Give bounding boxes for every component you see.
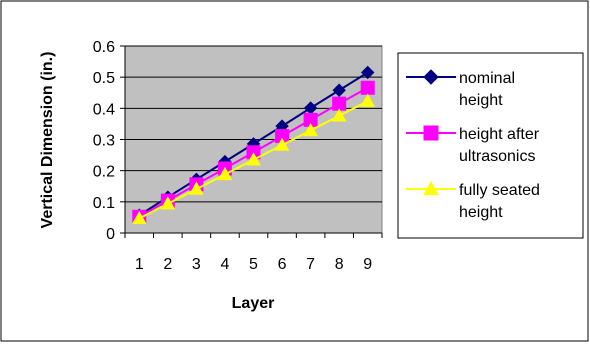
- data-point: [360, 93, 376, 107]
- legend: nominal height height after ultrasonics full…: [397, 52, 584, 239]
- x-tick-label: 3: [192, 256, 201, 273]
- data-point: [246, 152, 261, 166]
- data-point: [303, 122, 318, 137]
- x-tick-label: 2: [163, 256, 172, 273]
- data-point: [423, 69, 439, 85]
- data-point: [423, 180, 439, 196]
- data-point: [189, 181, 204, 195]
- y-axis-title: Vertical Dimension (in.): [39, 52, 56, 229]
- data-point: [160, 196, 176, 210]
- data-point: [332, 96, 347, 111]
- legend-box: [397, 52, 584, 239]
- y-tick-label: 0.6: [93, 39, 115, 56]
- data-point: [361, 65, 375, 80]
- y-axis-ticks: 0 0.1 0.2 0.3 0.4 0.5 0.6: [93, 39, 126, 243]
- legend-entry: fully seated height: [406, 180, 540, 221]
- data-point: [331, 108, 347, 122]
- x-tick-label: 8: [335, 256, 344, 273]
- y-tick-label: 0.4: [93, 101, 115, 118]
- data-point: [360, 80, 375, 95]
- x-tick-label: 1: [135, 256, 144, 273]
- data-point: [423, 125, 439, 141]
- legend-label: nominal height: [459, 70, 515, 109]
- data-point: [217, 166, 233, 181]
- y-tick-label: 0: [106, 226, 115, 243]
- x-tick-label: 4: [220, 256, 229, 273]
- x-tick-label: 6: [278, 256, 287, 273]
- x-tick-label: 9: [363, 256, 372, 273]
- data-point: [274, 137, 290, 151]
- y-tick-label: 0.3: [93, 133, 115, 150]
- data-point: [332, 83, 346, 97]
- y-tick-label: 0.2: [93, 164, 115, 181]
- x-tick-label: 7: [306, 256, 315, 273]
- x-axis-title: Layer: [232, 295, 275, 312]
- legend-entry: height after ultrasonics: [406, 125, 540, 165]
- x-tick-label: 5: [249, 256, 258, 273]
- y-tick-label: 0.5: [93, 70, 115, 87]
- x-axis-ticks: 1 2 3 4 5 6 7 8 9: [124, 232, 383, 273]
- series-3: [131, 93, 376, 225]
- legend-label: height after ultrasonics: [459, 126, 540, 165]
- legend-entry: nominal height: [406, 69, 515, 109]
- y-tick-label: 0.1: [93, 195, 115, 212]
- series-layer: [131, 65, 376, 225]
- legend-label: fully seated height: [459, 182, 540, 221]
- data-point: [131, 210, 147, 225]
